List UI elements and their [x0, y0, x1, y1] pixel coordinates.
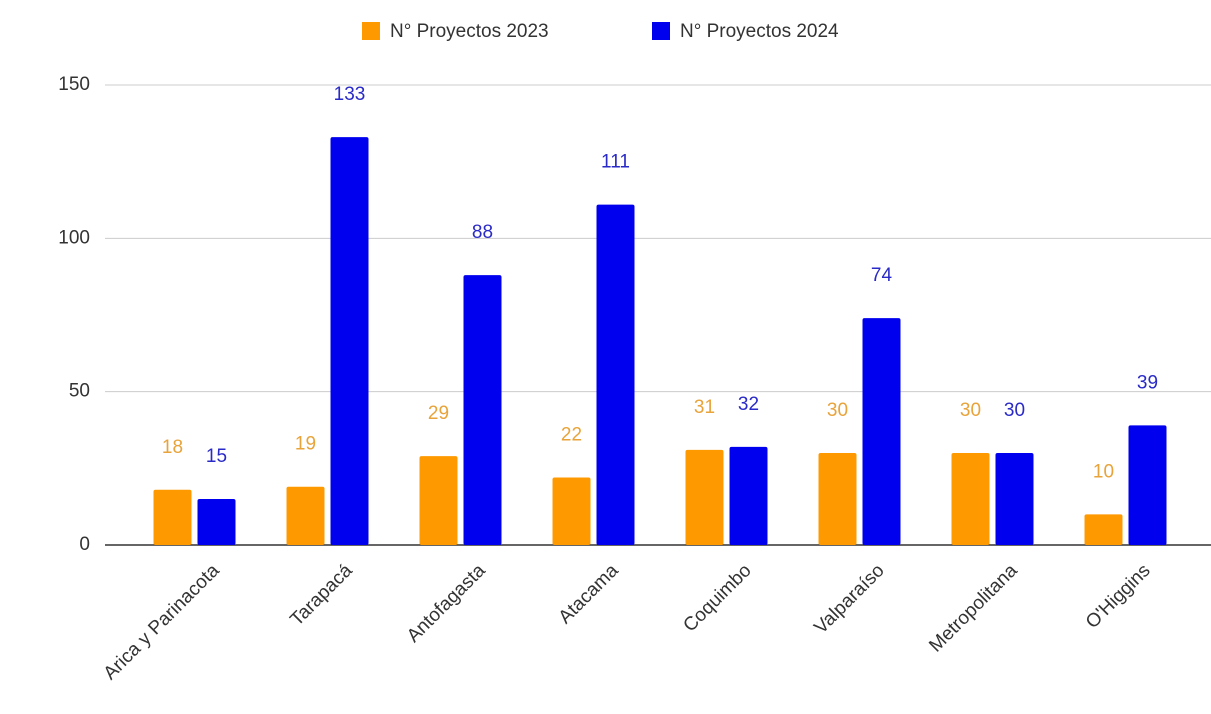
x-tick-label: Atacama — [555, 560, 623, 628]
x-tick-label: O'Higgins — [1082, 560, 1155, 633]
value-label: 18 — [162, 437, 183, 458]
value-label: 15 — [206, 446, 227, 467]
value-label: 74 — [871, 265, 893, 286]
x-tick-label: Tarapacá — [286, 560, 356, 630]
bar — [419, 456, 458, 545]
legend-swatch — [362, 22, 380, 40]
legend-swatch — [652, 22, 670, 40]
value-label: 22 — [561, 425, 582, 446]
y-tick-label: 50 — [69, 381, 90, 402]
bar — [995, 453, 1034, 545]
y-tick-label: 100 — [58, 227, 90, 248]
legend-label: N° Proyectos 2023 — [390, 21, 549, 42]
value-label: 111 — [601, 152, 630, 173]
value-label: 29 — [428, 403, 449, 424]
bar — [153, 489, 192, 545]
value-label: 19 — [295, 434, 316, 455]
x-tick-label: Valparaíso — [810, 560, 888, 638]
bar — [729, 446, 768, 545]
bar — [463, 275, 502, 545]
bar — [552, 477, 591, 545]
x-tick-label: Antofagasta — [403, 560, 490, 647]
y-tick-label: 0 — [79, 534, 90, 555]
bar — [330, 137, 369, 545]
bar — [685, 449, 724, 545]
value-label: 31 — [694, 397, 715, 418]
x-tick-label: Arica y Parinacota — [100, 560, 224, 684]
bar — [951, 453, 990, 545]
value-label: 10 — [1093, 461, 1114, 482]
bar — [862, 318, 901, 545]
value-label: 39 — [1137, 372, 1158, 393]
bar — [596, 204, 635, 545]
x-tick-label: Metropolitana — [925, 560, 1022, 657]
bar — [1084, 514, 1123, 545]
legend-label: N° Proyectos 2024 — [680, 21, 839, 42]
value-label: 88 — [472, 222, 493, 243]
value-label: 30 — [827, 400, 848, 421]
value-label: 32 — [738, 394, 759, 415]
value-label: 30 — [1004, 400, 1025, 421]
x-tick-label: Coquimbo — [679, 560, 755, 636]
value-label: 133 — [334, 84, 366, 105]
y-tick-label: 150 — [58, 74, 90, 95]
value-label: 30 — [960, 400, 981, 421]
bar — [286, 486, 325, 545]
bar — [197, 499, 236, 545]
bar — [818, 453, 857, 545]
bar — [1128, 425, 1167, 545]
